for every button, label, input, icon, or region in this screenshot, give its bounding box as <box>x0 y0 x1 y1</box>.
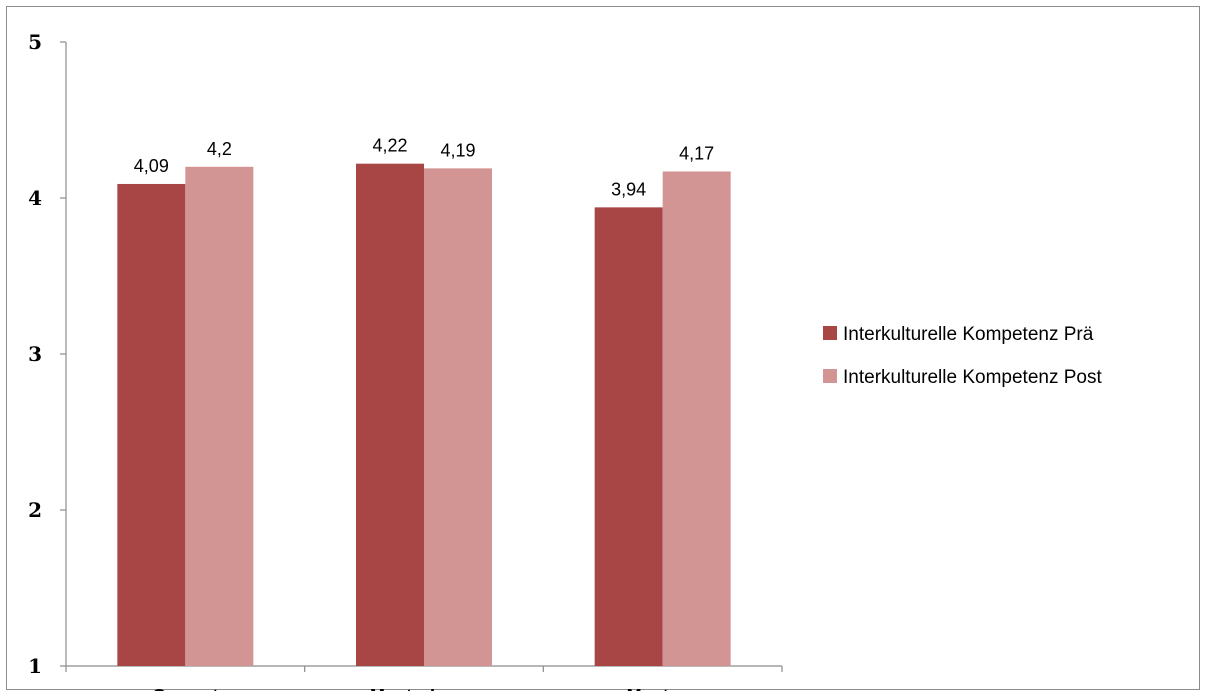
bar <box>662 171 731 667</box>
data-label: 4,19 <box>440 140 475 160</box>
data-label: 4,2 <box>207 139 232 159</box>
bar <box>117 183 186 666</box>
data-labels: 4,09 4,2 4,22 4,19 3,94 4,17 <box>134 136 714 200</box>
legend-label: Interkulturelle Kompetenz Prä <box>843 324 1094 345</box>
legend: Interkulturelle Kompetenz Prä Interkultur… <box>823 324 1102 388</box>
x-tick-label: MentorInnen <box>370 686 478 691</box>
y-tick-label: 2 <box>28 498 42 522</box>
legend-swatch <box>823 369 837 383</box>
data-label: 4,22 <box>372 136 407 156</box>
data-label: 3,94 <box>611 179 646 199</box>
legend-swatch <box>823 326 837 340</box>
bar <box>594 207 663 667</box>
legend-label: Interkulturelle Kompetenz Post <box>843 367 1102 388</box>
chart-frame: 4,09 4,2 4,22 4,19 3,94 4,17 1 2 3 4 5 Gesamt Mento… <box>6 6 1200 691</box>
data-label: 4,17 <box>679 143 714 163</box>
x-tick-label: Gesamt <box>152 686 218 691</box>
tick-labels: 1 2 3 4 5 Gesamt MentorInnen Mentees <box>28 30 699 691</box>
bar <box>356 163 424 666</box>
y-tick-label: 3 <box>28 342 42 366</box>
y-tick-label: 1 <box>28 654 42 678</box>
y-tick-label: 5 <box>28 30 42 54</box>
y-tick-label: 4 <box>28 186 42 210</box>
bar <box>185 166 254 667</box>
bar-chart: 4,09 4,2 4,22 4,19 3,94 4,17 1 2 3 4 5 Gesamt Mento… <box>28 30 1102 691</box>
x-tick-label: Mentees <box>627 686 699 691</box>
bars <box>117 163 731 667</box>
data-label: 4,09 <box>134 156 169 176</box>
bar <box>424 168 492 667</box>
